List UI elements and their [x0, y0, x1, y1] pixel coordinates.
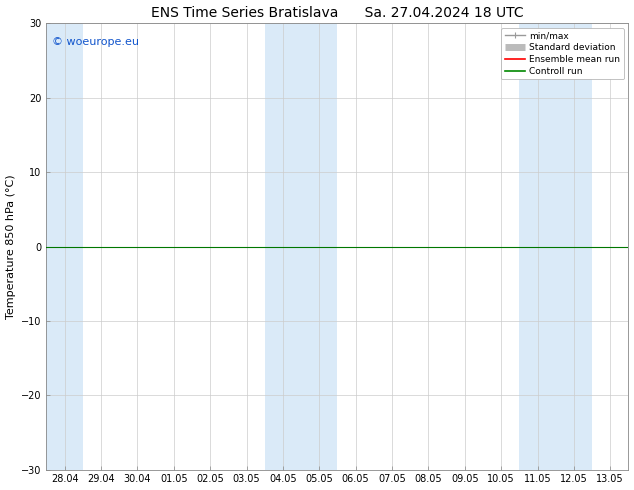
Title: ENS Time Series Bratislava      Sa. 27.04.2024 18 UTC: ENS Time Series Bratislava Sa. 27.04.202…: [151, 5, 524, 20]
Bar: [265, 24, 301, 469]
Bar: [46, 24, 83, 469]
Bar: [555, 24, 592, 469]
Text: © woeurope.eu: © woeurope.eu: [52, 37, 139, 47]
Bar: [519, 24, 555, 469]
Legend: min/max, Standard deviation, Ensemble mean run, Controll run: min/max, Standard deviation, Ensemble me…: [501, 28, 624, 79]
Y-axis label: Temperature 850 hPa (°C): Temperature 850 hPa (°C): [6, 174, 16, 319]
Bar: [301, 24, 337, 469]
